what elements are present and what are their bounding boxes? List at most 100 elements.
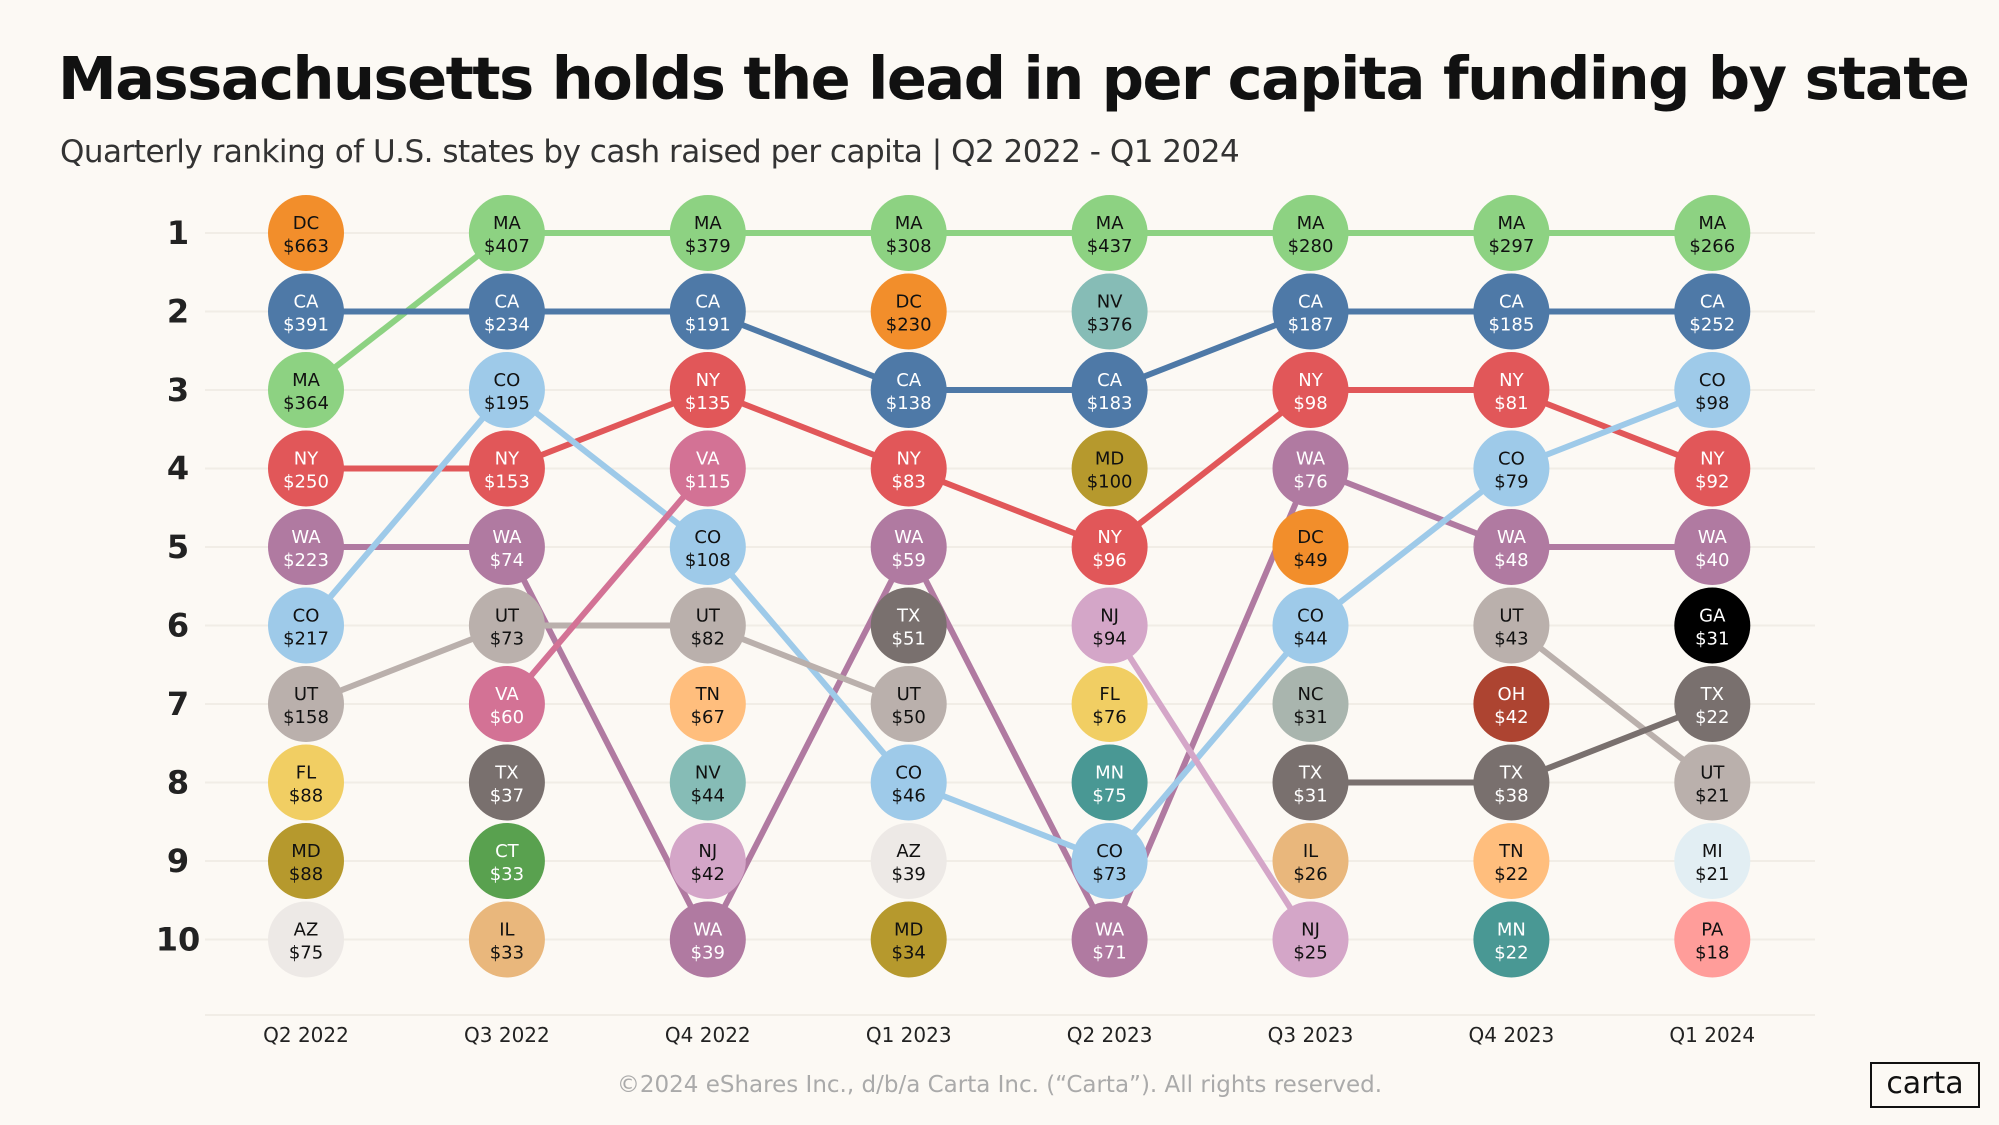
- value-label: $223: [283, 550, 329, 571]
- point-ut: UT$82: [669, 587, 746, 664]
- point-tx: TX$37: [468, 744, 545, 821]
- state-label: CA: [1097, 370, 1123, 391]
- state-label: UT: [897, 684, 922, 705]
- state-label: MN: [1497, 920, 1526, 941]
- state-label: NY: [1499, 370, 1524, 391]
- point-ga: GA$31: [1674, 587, 1751, 664]
- value-label: $183: [1087, 393, 1133, 414]
- state-circle: [1071, 273, 1148, 350]
- state-label: TX: [1298, 763, 1322, 784]
- state-circle: [669, 273, 746, 350]
- state-label: UT: [1499, 606, 1524, 627]
- value-label: $50: [892, 707, 926, 728]
- rank-label: 1: [167, 214, 189, 252]
- state-label: NV: [695, 763, 721, 784]
- state-circle: [1473, 587, 1550, 664]
- state-label: TX: [1499, 763, 1523, 784]
- quarter-label: Q3 2022: [464, 1023, 550, 1047]
- value-label: $42: [691, 864, 725, 885]
- state-label: WA: [1296, 449, 1326, 470]
- point-md: MD$100: [1071, 430, 1148, 507]
- state-label: CO: [1498, 449, 1525, 470]
- state-circle: [268, 666, 344, 742]
- value-label: $280: [1288, 236, 1334, 257]
- state-circle: [468, 901, 545, 978]
- value-label: $22: [1695, 707, 1729, 728]
- state-label: MA: [1096, 213, 1125, 234]
- state-label: NJ: [698, 841, 717, 862]
- state-circle: [870, 509, 947, 585]
- point-co: CO$195: [468, 352, 545, 428]
- value-label: $40: [1695, 550, 1729, 571]
- state-circle: [1071, 666, 1148, 742]
- value-label: $391: [283, 315, 329, 336]
- value-label: $379: [685, 236, 731, 257]
- state-circle: [1473, 273, 1550, 350]
- state-circle: [268, 744, 344, 821]
- point-co: CO$73: [1071, 823, 1148, 899]
- state-circle: [1071, 587, 1148, 664]
- line-co: [1308, 466, 1514, 628]
- state-circle: [468, 509, 545, 585]
- point-ma: MA$379: [669, 195, 746, 271]
- state-label: TN: [695, 684, 720, 705]
- value-label: $100: [1087, 472, 1133, 493]
- state-label: CO: [1096, 841, 1123, 862]
- value-label: $364: [283, 393, 329, 414]
- quarter-label: Q1 2023: [866, 1023, 952, 1047]
- rank-label: 5: [167, 528, 189, 566]
- point-dc: DC$663: [268, 195, 344, 271]
- state-circle: [1272, 509, 1349, 585]
- state-label: MA: [694, 213, 723, 234]
- state-circle: [468, 823, 545, 899]
- state-label: VA: [495, 684, 519, 705]
- point-fl: FL$88: [268, 744, 344, 821]
- state-circle: [1272, 587, 1349, 664]
- state-circle: [468, 195, 545, 271]
- value-label: $18: [1695, 943, 1729, 964]
- point-il: IL$26: [1272, 823, 1349, 899]
- value-label: $73: [1092, 864, 1126, 885]
- value-label: $48: [1494, 550, 1528, 571]
- state-circle: [268, 430, 344, 507]
- state-label: PA: [1701, 920, 1724, 941]
- value-label: $76: [1293, 472, 1327, 493]
- value-label: $92: [1695, 472, 1729, 493]
- state-circle: [669, 901, 746, 978]
- point-tx: TX$22: [1674, 666, 1751, 742]
- value-label: $94: [1092, 629, 1126, 650]
- state-label: WA: [1497, 527, 1527, 548]
- state-circle: [870, 352, 947, 428]
- state-label: CO: [293, 606, 320, 627]
- point-pa: PA$18: [1674, 901, 1751, 978]
- value-label: $21: [1695, 786, 1729, 807]
- state-circle: [1674, 587, 1751, 664]
- state-circle: [870, 430, 947, 507]
- state-label: IL: [499, 920, 514, 941]
- value-label: $250: [283, 472, 329, 493]
- point-co: CO$46: [870, 744, 947, 821]
- point-ny: NY$153: [468, 430, 545, 507]
- value-label: $108: [685, 550, 731, 571]
- point-nj: NJ$94: [1071, 587, 1148, 664]
- point-nj: NJ$42: [669, 823, 746, 899]
- state-circle: [1272, 273, 1349, 350]
- state-label: MA: [1698, 213, 1727, 234]
- rank-label: 7: [167, 685, 189, 723]
- point-tn: TN$67: [669, 666, 746, 742]
- state-label: TN: [1498, 841, 1523, 862]
- state-label: NV: [1097, 292, 1123, 313]
- state-circle: [669, 666, 746, 742]
- value-label: $49: [1293, 550, 1327, 571]
- value-label: $138: [886, 393, 932, 414]
- quarter-label: Q2 2022: [263, 1023, 349, 1047]
- state-label: DC: [895, 292, 921, 313]
- state-circle: [468, 587, 545, 664]
- value-label: $46: [892, 786, 926, 807]
- state-label: MN: [1095, 763, 1124, 784]
- state-label: VA: [696, 449, 720, 470]
- point-ut: UT$21: [1674, 744, 1751, 821]
- value-label: $22: [1494, 943, 1528, 964]
- state-label: NY: [495, 449, 520, 470]
